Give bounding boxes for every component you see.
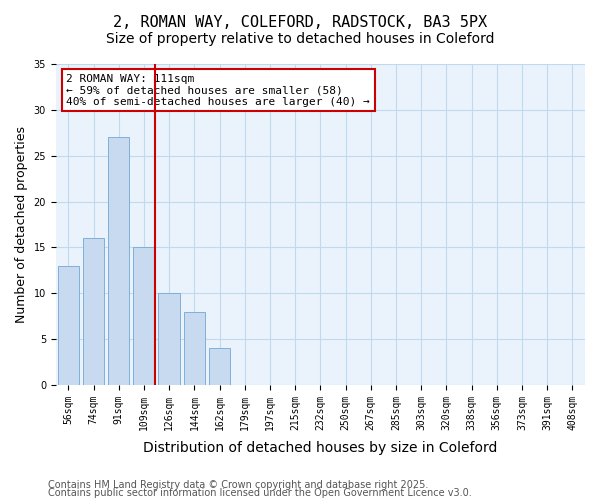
Bar bbox=[184, 312, 205, 385]
Text: Contains public sector information licensed under the Open Government Licence v3: Contains public sector information licen… bbox=[48, 488, 472, 498]
Text: Size of property relative to detached houses in Coleford: Size of property relative to detached ho… bbox=[106, 32, 494, 46]
Bar bbox=[158, 293, 180, 385]
Bar bbox=[209, 348, 230, 385]
Y-axis label: Number of detached properties: Number of detached properties bbox=[15, 126, 28, 323]
Text: 2 ROMAN WAY: 111sqm
← 59% of detached houses are smaller (58)
40% of semi-detach: 2 ROMAN WAY: 111sqm ← 59% of detached ho… bbox=[67, 74, 370, 107]
Text: 2, ROMAN WAY, COLEFORD, RADSTOCK, BA3 5PX: 2, ROMAN WAY, COLEFORD, RADSTOCK, BA3 5P… bbox=[113, 15, 487, 30]
Text: Contains HM Land Registry data © Crown copyright and database right 2025.: Contains HM Land Registry data © Crown c… bbox=[48, 480, 428, 490]
X-axis label: Distribution of detached houses by size in Coleford: Distribution of detached houses by size … bbox=[143, 441, 497, 455]
Bar bbox=[58, 266, 79, 385]
Bar bbox=[83, 238, 104, 385]
Bar bbox=[108, 138, 130, 385]
Bar bbox=[133, 248, 155, 385]
